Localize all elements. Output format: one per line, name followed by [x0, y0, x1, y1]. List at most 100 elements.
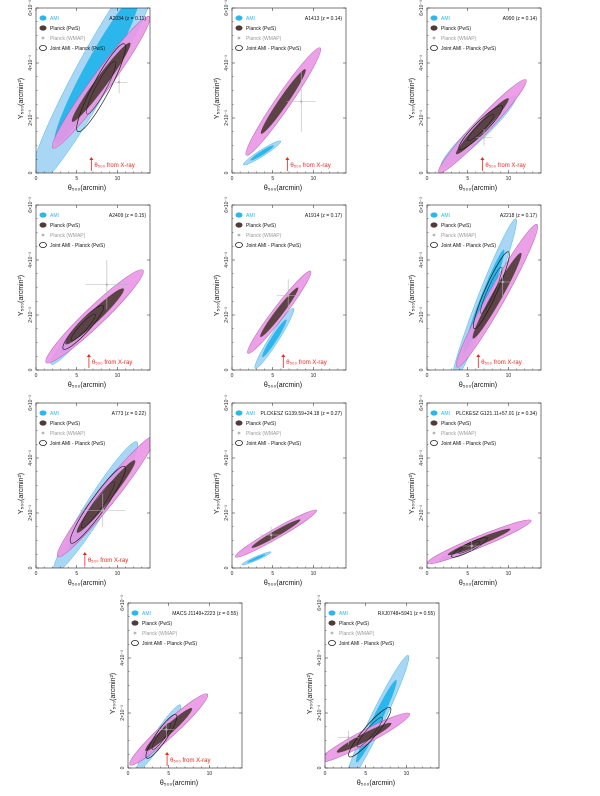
- legend-ami-swatch: [235, 410, 243, 416]
- y-tick-label: 2×10⁻³: [317, 705, 323, 721]
- planck-contour-inner: [336, 722, 392, 753]
- legend-wmap-label: Planck (WMAP): [441, 36, 477, 42]
- panel-title: PLCKESZ G139.59+24.18 (z = 0.27): [261, 411, 343, 417]
- legend-ami-swatch: [39, 15, 47, 21]
- xray-label: θ₅₀₀ from X-ray: [94, 163, 134, 169]
- panel-title: A2409 (z = 0.15): [109, 213, 146, 219]
- legend-planck-label: Planck (PwS): [142, 621, 172, 627]
- legend-wmap-label: Planck (WMAP): [441, 431, 477, 437]
- legend-wmap-label: Planck (WMAP): [246, 36, 282, 42]
- y-tick-label: 4×10⁻³: [224, 55, 230, 71]
- legend-joint-label: Joint AMI - Planck (PwS): [246, 441, 301, 447]
- planck-contour-inner: [455, 98, 509, 155]
- legend-wmap-label: Planck (WMAP): [441, 233, 477, 239]
- legend-joint-label: Joint AMI - Planck (PwS): [339, 641, 394, 647]
- legend-planck-swatch: [430, 25, 438, 31]
- x-tick-label: 0: [127, 771, 130, 777]
- x-tick-label: 5: [167, 771, 170, 777]
- wmap-point: [101, 509, 104, 512]
- legend-wmap-swatch: [41, 233, 45, 237]
- x-tick-label: 10: [207, 771, 213, 777]
- xray-label: θ₅₀₀ from X-ray: [170, 758, 210, 764]
- legend-planck-swatch: [131, 620, 139, 626]
- x-tick-label: 0: [426, 571, 429, 577]
- y-axis-label: Y₅₀₀(arcmin²): [214, 275, 221, 316]
- legend-wmap-swatch: [237, 36, 241, 40]
- y-axis-label: Y₅₀₀(arcmin²): [214, 78, 221, 119]
- panel-4: 0 5 10 0 2×10⁻³ 4×10⁻³ 6×10⁻³ θ₅₀₀(arcmin) Y₅₀₀(…: [214, 197, 347, 389]
- y-tick-label: 4×10⁻³: [419, 450, 425, 466]
- y-tick-label: 0: [419, 171, 425, 174]
- x-tick-label: 10: [311, 373, 317, 379]
- plot-area: [325, 655, 410, 768]
- joint-contour-outer: [76, 43, 126, 133]
- legend-planck-label: Planck (PwS): [441, 26, 471, 32]
- x-tick-label: 5: [75, 176, 78, 182]
- wmap-point: [482, 136, 486, 139]
- x-tick-label: 10: [115, 571, 121, 577]
- legend-joint-swatch: [235, 45, 243, 52]
- legend-joint-label: Joint AMI - Planck (PwS): [246, 243, 301, 249]
- legend-ami-label: AMI: [246, 411, 255, 417]
- x-tick-label: 10: [506, 571, 512, 577]
- panel-5: 0 5 10 0 2×10⁻³ 4×10⁻³ 6×10⁻³ θ₅₀₀(arcmin) Y₅₀₀(…: [409, 197, 542, 389]
- joint-contour-inner: [356, 717, 383, 748]
- panel-title: RXJ0748+5941 (z = 0.55): [378, 611, 436, 617]
- legend-joint-swatch: [131, 640, 139, 647]
- x-tick-label: 10: [115, 373, 121, 379]
- y-axis-label: Y₅₀₀(arcmin²): [409, 78, 416, 119]
- legend-planck-label: Planck (PwS): [50, 223, 80, 229]
- legend-ami-swatch: [430, 212, 438, 218]
- x-tick-label: 5: [271, 571, 274, 577]
- x-axis-label: θ₅₀₀(arcmin): [459, 185, 497, 192]
- y-tick-label: 6×10⁻³: [224, 395, 230, 411]
- joint-contour-inner: [151, 722, 171, 750]
- legend-planck-label: Planck (PwS): [441, 421, 471, 427]
- y-tick-label: 4×10⁻³: [317, 650, 323, 666]
- legend-joint-swatch: [430, 241, 438, 248]
- legend-joint-swatch: [328, 640, 336, 647]
- legend-ami-swatch: [235, 212, 243, 218]
- x-tick-label: 0: [426, 373, 429, 379]
- legend-wmap-label: Planck (WMAP): [50, 431, 86, 437]
- legend-wmap-label: Planck (WMAP): [246, 233, 282, 239]
- y-tick-label: 4×10⁻³: [120, 650, 126, 666]
- y-tick-label: 6×10⁻³: [419, 0, 425, 16]
- xray-label: θ₅₀₀ from X-ray: [481, 360, 521, 366]
- x-tick-label: 5: [466, 373, 469, 379]
- legend-ami-swatch: [430, 410, 438, 416]
- legend-planck-swatch: [39, 25, 47, 31]
- joint-contour-inner: [70, 313, 96, 341]
- y-tick-label: 6×10⁻³: [419, 395, 425, 411]
- x-tick-label: 0: [231, 571, 234, 577]
- y-tick-label: 0: [224, 566, 230, 569]
- xray-arrow-head: [480, 157, 485, 160]
- planck-contour-inner: [260, 69, 306, 134]
- y-tick-label: 0: [120, 766, 126, 769]
- legend-planck-label: Planck (PwS): [339, 621, 369, 627]
- joint-contour-inner: [480, 266, 503, 314]
- joint-contour-outer: [458, 105, 504, 150]
- panel-title: A1914 (z = 0.17): [305, 213, 342, 219]
- plot-area: [52, 435, 150, 568]
- panel-10: 0 5 10 0 2×10⁻³ 4×10⁻³ 6×10⁻³ θ₅₀₀(arcmin) Y₅₀₀(…: [307, 595, 440, 787]
- planck-contour-inner: [251, 519, 301, 548]
- y-axis-label: Y₅₀₀(arcmin²): [18, 78, 25, 119]
- panel-2: 0 5 10 0 2×10⁻³ 4×10⁻³ 6×10⁻³ θ₅₀₀(arcmin) Y₅₀₀(…: [409, 0, 542, 192]
- xray-label: θ₅₀₀ from X-ray: [290, 163, 330, 169]
- panel-frame: [426, 7, 542, 174]
- legend-wmap-swatch: [133, 631, 137, 635]
- ami-contour-inner: [250, 145, 274, 161]
- y-tick-label: 4×10⁻³: [28, 252, 34, 268]
- joint-contour-outer: [348, 707, 392, 758]
- y-tick-label: 0: [224, 171, 230, 174]
- ami-contour-inner: [247, 554, 266, 563]
- plot-area: [438, 79, 527, 173]
- y-tick-label: 4×10⁻³: [28, 450, 34, 466]
- plot-area: [247, 270, 312, 369]
- x-tick-label: 10: [311, 571, 317, 577]
- panel-frame: [231, 204, 347, 371]
- x-axis-label: θ₅₀₀(arcmin): [264, 185, 302, 192]
- planck-contour-inner: [472, 252, 522, 339]
